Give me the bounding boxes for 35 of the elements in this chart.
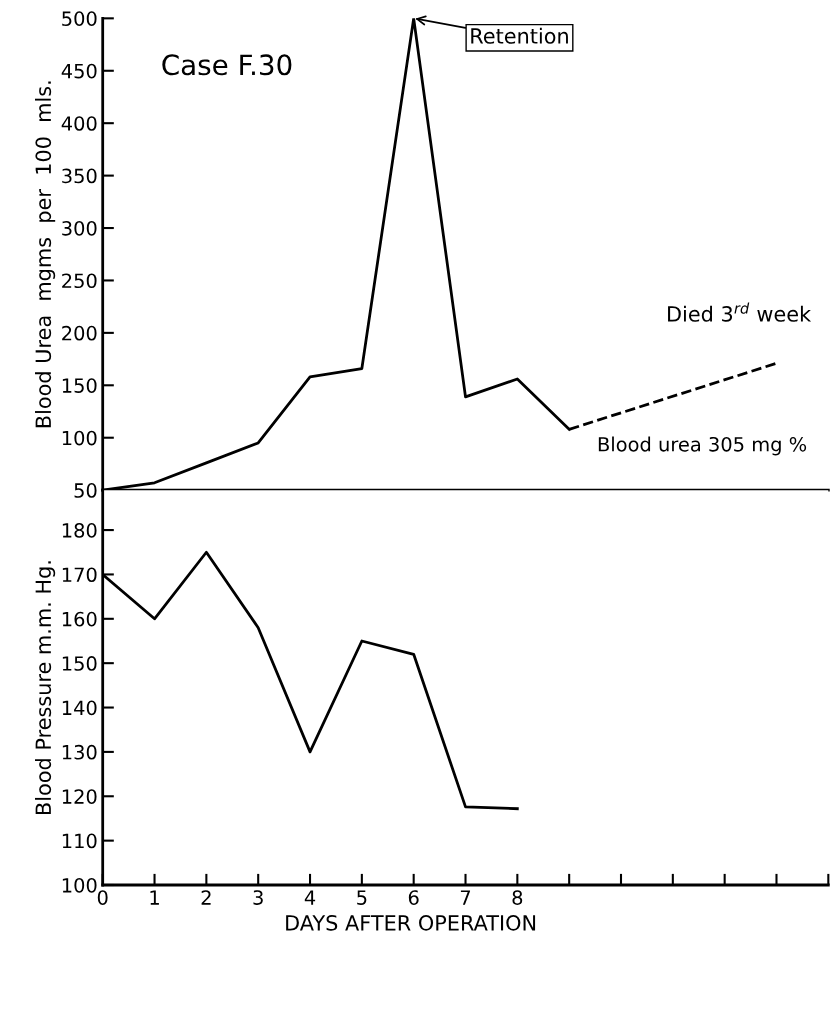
y-tick-label: 400	[61, 116, 97, 131]
x-axis-title: DAYS AFTER OPERATION	[286, 914, 536, 931]
annotation: Died 3$^{rd}$ week	[668, 302, 812, 322]
y-tick-label: 120	[62, 789, 97, 804]
y-tick-label: 450	[61, 63, 97, 79]
y-tick-label: 170	[62, 567, 97, 583]
y-tick-label: 200	[62, 325, 97, 341]
annotation: Blood urea 305 mg %	[598, 436, 807, 456]
y-tick-label: 160	[62, 611, 97, 627]
y-tick-label: 100	[62, 430, 97, 446]
x-tick-label: 6	[408, 890, 419, 905]
x-tick-label: 4	[304, 890, 316, 905]
y-tick-label: 130	[62, 744, 97, 760]
y-tick-label: 110	[62, 833, 97, 849]
x-tick-label: 0	[97, 890, 108, 905]
y-tick-label: 140	[62, 700, 97, 716]
y-axis-title: Blood Urea mgms per 100 mls.	[35, 81, 56, 428]
y-tick-label: 100	[62, 877, 97, 893]
x-tick-label: 3	[253, 890, 263, 905]
x-tick-label: 1	[150, 890, 159, 905]
annotation: Retention	[471, 27, 568, 44]
y-tick-label: 180	[62, 523, 97, 538]
y-tick-label: 150	[62, 656, 97, 671]
x-tick-label: 2	[201, 890, 211, 905]
x-tick-label: 8	[512, 890, 523, 905]
x-tick-label: 5	[357, 890, 367, 905]
x-tick-label: 7	[460, 890, 471, 905]
annotation: Case F.30	[162, 54, 292, 76]
y-axis-title: Blood Pressure m.m. Hg.	[35, 561, 56, 814]
y-tick-label: 500	[62, 11, 97, 27]
y-tick-label: 300	[62, 220, 97, 236]
y-tick-label: 150	[62, 378, 97, 393]
y-tick-label: 50	[74, 483, 97, 498]
y-tick-label: 350	[62, 168, 97, 184]
y-tick-label: 250	[62, 273, 97, 289]
